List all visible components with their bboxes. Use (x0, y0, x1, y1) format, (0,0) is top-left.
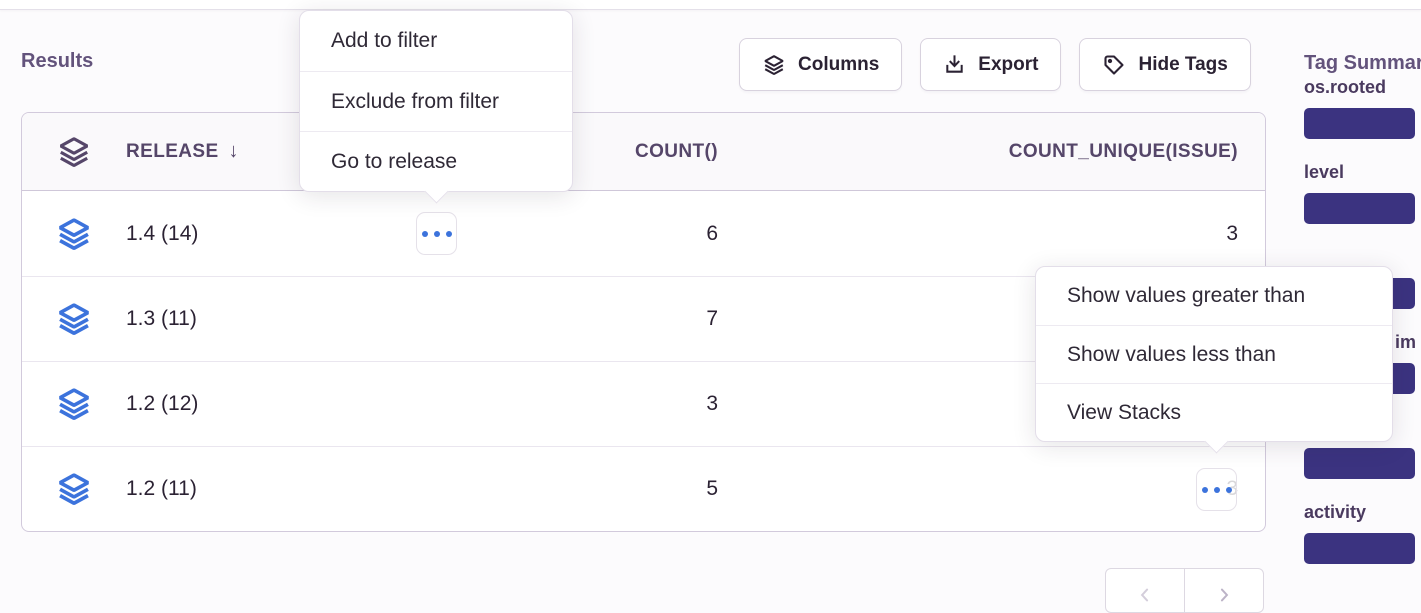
menu-item-show-values-less-than[interactable]: Show values less than (1036, 325, 1392, 383)
tag-label: os.rooted (1304, 77, 1387, 97)
tag-distribution-bar[interactable] (1304, 108, 1415, 139)
tag-item-level: level (1304, 161, 1421, 224)
release-cell[interactable]: 1.2 (12) (126, 392, 199, 415)
table-row: 1.4 (14) 6 3 (22, 191, 1265, 276)
table-row: 1.3 (11) 7 (22, 276, 1265, 361)
download-icon (943, 53, 966, 76)
menu-item-add-to-filter[interactable]: Add to filter (331, 29, 438, 52)
count-cell[interactable]: 3 (706, 392, 718, 415)
export-button[interactable]: Export (920, 38, 1062, 91)
tag-label: level (1304, 162, 1345, 182)
count-unique-cell[interactable]: 3 (718, 477, 1238, 501)
table-row: 1.2 (12) 3 (22, 361, 1265, 446)
hide-tags-button-label: Hide Tags (1138, 53, 1228, 75)
release-stack-icon (55, 215, 93, 253)
menu-item-view-stacks[interactable]: View Stacks (1036, 383, 1392, 441)
tag-item-activity: activity (1304, 501, 1421, 564)
columns-button-label: Columns (798, 53, 880, 75)
results-toolbar: Columns Export Hide Tags (739, 38, 1251, 91)
count-cell[interactable]: 5 (706, 477, 718, 500)
export-button-label: Export (978, 53, 1039, 75)
count-cell[interactable]: 7 (706, 307, 718, 330)
value-context-menu: Show values greater than Show values les… (1035, 266, 1393, 454)
chevron-right-icon (1214, 585, 1234, 612)
release-stack-icon (55, 385, 93, 423)
toolbar-bottom-edge (0, 0, 1421, 10)
column-header-release[interactable]: RELEASE ↓ (126, 140, 239, 162)
table-row: 1.2 (11) 5 3 (22, 446, 1265, 531)
tag-distribution-bar[interactable] (1304, 193, 1415, 224)
stack-icon (762, 53, 786, 77)
release-cell[interactable]: 1.2 (11) (126, 477, 197, 500)
release-cell[interactable]: 1.4 (14) (126, 221, 199, 245)
menu-item-exclude-from-filter[interactable]: Exclude from filter (300, 71, 572, 131)
release-stack-icon (55, 300, 93, 338)
next-page-button[interactable] (1184, 568, 1264, 613)
column-header-count-unique-issue[interactable]: COUNT_UNIQUE(ISSUE) (1008, 140, 1238, 162)
chevron-left-icon (1135, 585, 1155, 612)
table-header-row: RELEASE ↓ COUNT() COUNT_UNIQUE(ISSUE) (22, 113, 1265, 191)
previous-page-button[interactable] (1105, 568, 1185, 613)
release-stack-icon (55, 470, 93, 508)
column-header-count[interactable]: COUNT() (634, 140, 718, 162)
menu-item-go-to-release[interactable]: Go to release (300, 131, 572, 191)
stack-icon (55, 134, 93, 170)
release-cell[interactable]: 1.3 (11) (126, 307, 197, 330)
cell-actions-ellipsis-button[interactable] (1196, 468, 1237, 511)
tag-item-os-rooted: os.rooted (1304, 76, 1421, 139)
tag-summary-title: Tag Summary (1304, 52, 1421, 74)
pagination (1105, 568, 1264, 613)
tag-label: activity (1304, 502, 1367, 522)
sort-descending-icon: ↓ (228, 140, 239, 162)
count-cell[interactable]: 6 (706, 221, 718, 245)
tag-distribution-bar[interactable] (1304, 533, 1415, 564)
cell-actions-ellipsis-button[interactable] (416, 212, 457, 255)
count-unique-cell[interactable]: 3 (1226, 221, 1238, 245)
tag-icon (1102, 53, 1126, 77)
hide-tags-button[interactable]: Hide Tags (1079, 38, 1251, 91)
page-title: Results (21, 50, 94, 72)
tag-label-fragment: im (1395, 332, 1417, 352)
menu-item-show-values-greater-than[interactable]: Show values greater than (1067, 284, 1306, 307)
tag-distribution-bar[interactable] (1304, 448, 1415, 479)
release-context-menu: Add to filter Exclude from filter Go to … (299, 10, 573, 204)
columns-button[interactable]: Columns (739, 38, 903, 91)
